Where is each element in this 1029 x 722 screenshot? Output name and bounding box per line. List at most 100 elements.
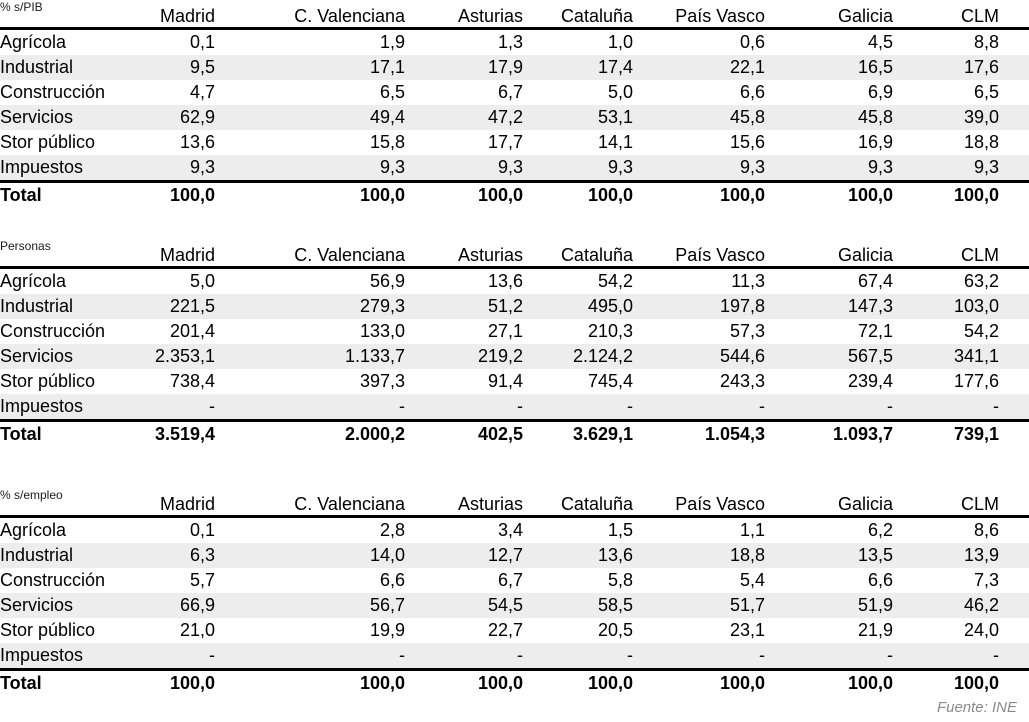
table-row: Stor público 738,4 397,3 91,4 745,4 243,3 239,… [0, 369, 1029, 394]
row-label: Stor público [0, 371, 96, 391]
cell-value: 6,6 [379, 570, 405, 590]
cell-value: 19,9 [369, 620, 405, 640]
cell-value: 45,8 [729, 107, 765, 127]
total-value: 100,0 [587, 185, 633, 205]
column-header-madrid: Madrid [159, 494, 215, 514]
total-value: 100,0 [953, 185, 999, 205]
table-row: Construcción 201,4 133,0 27,1 210,3 57,3 72,1 5… [0, 319, 1029, 344]
cell-value: 53,1 [597, 107, 633, 127]
total-value: 100,0 [587, 673, 633, 693]
cell-value: 4,5 [867, 32, 893, 52]
cell-value: 6,6 [867, 570, 893, 590]
column-header-pa-s-vasco: País Vasco [675, 245, 765, 265]
spacer-cell [999, 344, 1029, 369]
cell-value: 17,1 [369, 57, 405, 77]
cell-value: 11,3 [731, 271, 765, 291]
total-value: 100,0 [953, 673, 999, 693]
cell-value: 24,0 [963, 620, 999, 640]
cell-value: 14,0 [369, 545, 405, 565]
cell-value: 51,2 [487, 296, 523, 316]
row-label: Agrícola [0, 520, 67, 540]
table-row: Stor público 21,0 19,9 22,7 20,5 23,1 21,9 24,0 [0, 618, 1029, 643]
column-header-catalu-a: Cataluña [560, 245, 633, 265]
cell-value: 6,5 [973, 82, 999, 102]
cell-value: 219,2 [477, 346, 523, 366]
cell-value: 54,2 [963, 321, 999, 341]
cell-value: 1,3 [497, 32, 523, 52]
spacer-column [999, 239, 1029, 268]
spacer-cell [999, 543, 1029, 568]
cell-value: 15,6 [729, 132, 765, 152]
row-label: Stor público [0, 132, 96, 152]
cell-value: 17,7 [487, 132, 523, 152]
cell-value: 567,5 [847, 346, 893, 366]
cell-value: 2.124,2 [572, 346, 633, 366]
table-row: Impuestos - - - - - - - [0, 643, 1029, 670]
cell-value: - [759, 396, 765, 416]
total-value: 1.093,7 [832, 424, 893, 444]
column-header-asturias: Asturias [457, 494, 523, 514]
cell-value: - [209, 645, 215, 665]
row-label: Impuestos [0, 645, 84, 665]
cell-value: 9,5 [189, 57, 215, 77]
cell-value: 6,7 [497, 570, 523, 590]
column-header-galicia: Galicia [837, 245, 893, 265]
total-value: 100,0 [359, 673, 405, 693]
cell-value: 0,1 [189, 32, 215, 52]
table-row: Construcción 5,7 6,6 6,7 5,8 5,4 6,6 7,3 [0, 568, 1029, 593]
cell-value: 39,0 [963, 107, 999, 127]
spacer-cell [999, 155, 1029, 182]
row-label: Servicios [0, 346, 74, 366]
cell-value: 63,2 [963, 271, 999, 291]
cell-value: 13,6 [487, 271, 523, 291]
table-row: Servicios 62,9 49,4 47,2 53,1 45,8 45,8 39,0 [0, 105, 1029, 130]
total-value: 100,0 [847, 185, 893, 205]
cell-value: 67,4 [857, 271, 893, 291]
spacer-cell [999, 394, 1029, 421]
cell-value: 9,3 [379, 157, 405, 177]
cell-value: 3,4 [497, 520, 523, 540]
cell-value: 5,4 [739, 570, 765, 590]
cell-value: 72,1 [857, 321, 893, 341]
cell-value: 133,0 [359, 321, 405, 341]
cell-value: - [993, 645, 999, 665]
spacer-cell [999, 80, 1029, 105]
cell-value: 57,3 [729, 321, 765, 341]
cell-value: 14,1 [597, 132, 633, 152]
cell-value: 1,0 [607, 32, 633, 52]
cell-value: 738,4 [169, 371, 215, 391]
cell-value: 7,3 [973, 570, 999, 590]
cell-value: 58,5 [597, 595, 633, 615]
column-header-asturias: Asturias [457, 245, 523, 265]
column-header-c-valenciana: C. Valenciana [294, 245, 405, 265]
cell-value: 18,8 [963, 132, 999, 152]
cell-value: 13,9 [963, 545, 999, 565]
total-value: 1.054,3 [704, 424, 765, 444]
total-value: 3.519,4 [154, 424, 215, 444]
column-header-madrid: Madrid [159, 245, 215, 265]
table-row: Agrícola 5,0 56,9 13,6 54,2 11,3 67,4 63,2 [0, 268, 1029, 295]
table-row: Stor público 13,6 15,8 17,7 14,1 15,6 16,9 18,8 [0, 130, 1029, 155]
column-header-asturias: Asturias [457, 6, 523, 26]
cell-value: 17,6 [963, 57, 999, 77]
cell-value: 5,8 [607, 570, 633, 590]
row-label: Servicios [0, 595, 74, 615]
cell-value: 17,4 [597, 57, 633, 77]
cell-value: 0,6 [739, 32, 765, 52]
cell-value: 239,4 [847, 371, 893, 391]
cell-value: - [517, 396, 523, 416]
cell-value: 91,4 [487, 371, 523, 391]
cell-value: 23,1 [729, 620, 765, 640]
cell-value: - [887, 645, 893, 665]
cell-value: 6,5 [379, 82, 405, 102]
cell-value: 5,7 [189, 570, 215, 590]
table-row: Servicios 66,9 56,7 54,5 58,5 51,7 51,9 46,2 [0, 593, 1029, 618]
row-label: Agrícola [0, 32, 67, 52]
cell-value: - [993, 396, 999, 416]
total-row: Total 100,0 100,0 100,0 100,0 100,0 100,0 100,0 [0, 669, 1029, 697]
table-pct-empleo: % s/empleo Madrid C. Valenciana Asturias Cat… [0, 488, 1029, 696]
spacer-cell [999, 182, 1029, 209]
cell-value: 4,7 [189, 82, 215, 102]
column-header-galicia: Galicia [837, 6, 893, 26]
cell-value: 13,6 [597, 545, 633, 565]
